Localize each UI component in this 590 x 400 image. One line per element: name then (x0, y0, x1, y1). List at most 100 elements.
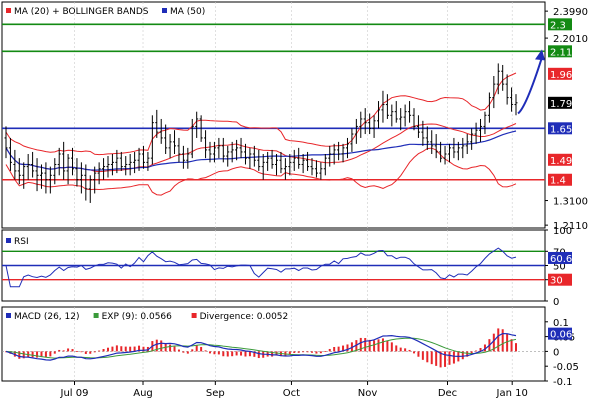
macd-value-tag: 0.06 (550, 330, 572, 341)
ohlc-bar (505, 74, 509, 105)
ohlc-bar (26, 153, 30, 180)
ohlc-bar (345, 137, 349, 159)
macd-histogram-bar (470, 351, 473, 354)
ohlc-bar (44, 162, 48, 194)
ohlc-bar (102, 158, 106, 180)
price-level-tag: 1.4 (550, 176, 566, 187)
macd-histogram-bar (257, 351, 260, 359)
macd-histogram-bar (186, 351, 189, 354)
ohlc-bar (230, 141, 234, 163)
ohlc-bar (350, 128, 354, 152)
macd-histogram-bar (155, 339, 158, 352)
ohlc-bar (212, 141, 216, 163)
ohlc-bar (323, 153, 327, 176)
ohlc-bar (208, 141, 212, 163)
macd-histogram-bar (231, 351, 234, 357)
ohlc-bar (84, 164, 88, 201)
macd-legend-marker (93, 313, 99, 318)
macd-histogram-bar (138, 345, 141, 352)
price-level-tag: 1.65 (550, 124, 572, 135)
macd-legend-label: Divergence: 0.0052 (200, 312, 289, 322)
price-level-tag-box (548, 45, 572, 58)
macd-value-tag-box (548, 327, 572, 340)
ohlc-bar (421, 120, 425, 146)
ohlc-bar (159, 118, 163, 144)
macd-histogram-bar (381, 338, 384, 352)
ohlc-bar (62, 141, 66, 180)
ohlc-bar (288, 153, 292, 176)
price-legend-label: MA (50) (170, 7, 205, 17)
ohlc-bar (4, 126, 8, 159)
price-legend-marker (162, 8, 167, 13)
ohlc-bar (283, 158, 287, 180)
macd-histogram-bar (386, 340, 389, 352)
ohlc-bar (328, 145, 332, 167)
x-tick-label: Oct (283, 388, 300, 399)
macd-histogram-bar (395, 345, 398, 352)
macd-histogram-bar (492, 333, 495, 352)
macd-histogram-bar (364, 338, 367, 352)
ohlc-bar (133, 151, 137, 174)
macd-histogram-bar (293, 351, 296, 353)
ohlc-bar (168, 134, 172, 159)
macd-histogram-bar (435, 351, 438, 366)
rsi-line (5, 247, 517, 288)
macd-histogram-bar (36, 351, 39, 358)
macd-histogram-bar (439, 351, 442, 368)
macd-histogram-bar (71, 349, 74, 352)
macd-histogram-bar (244, 351, 247, 357)
macd-legend-label: EXP (9): 0.0566 (102, 312, 173, 322)
ohlc-bar (465, 134, 469, 154)
rsi-y-tick-label: 50 (553, 262, 566, 273)
macd-histogram-bar (18, 351, 21, 359)
macd-histogram-bar (240, 351, 243, 356)
macd-histogram-bar (84, 351, 87, 354)
ohlc-bar (319, 162, 323, 180)
ohlc-bar (22, 162, 26, 189)
macd-histogram-bar (302, 351, 305, 353)
macd-histogram-bar (417, 351, 420, 357)
macd-histogram-bar (191, 349, 194, 352)
ohlc-bar (150, 115, 154, 165)
ohlc-bar (97, 162, 101, 185)
macd-panel-frame (1, 306, 546, 382)
macd-histogram-bar (226, 351, 229, 357)
ohlc-bar (53, 158, 57, 185)
macd-histogram-bar (324, 351, 327, 352)
ohlc-bar (93, 166, 97, 194)
ohlc-bar (501, 64, 505, 91)
macd-histogram-bar (452, 351, 455, 364)
price-y-tick-label: 1.2110 (553, 221, 588, 232)
ohlc-bar (474, 122, 478, 144)
ohlc-bar (266, 151, 270, 171)
ohlc-bar (332, 143, 336, 165)
macd-histogram-bar (479, 348, 482, 352)
macd-histogram-bar (448, 351, 451, 365)
ohlc-bar (217, 137, 221, 159)
ohlc-bar (297, 147, 301, 169)
ohlc-bar (439, 141, 443, 163)
ohlc-bar (470, 128, 474, 150)
macd-histogram-bar (75, 351, 78, 352)
ohlc-bar (381, 90, 385, 123)
x-tick-label: Aug (133, 388, 153, 399)
macd-histogram-bar (306, 351, 309, 353)
macd-histogram-bar (408, 349, 411, 352)
ohlc-bar (279, 151, 283, 174)
macd-line (5, 332, 517, 361)
macd-histogram-bar (80, 351, 83, 353)
price-value-tag: 1.4922 (550, 156, 585, 167)
bollinger-upper-line (5, 72, 517, 156)
macd-histogram-bar (93, 351, 96, 353)
ohlc-bar (443, 145, 447, 165)
ohlc-bar (270, 149, 274, 169)
macd-signal-line (5, 337, 517, 359)
price-level-tag: 2.3 (550, 20, 566, 31)
ohlc-bar (71, 147, 75, 176)
price-y-tick-label: 1.3100 (553, 197, 588, 208)
ohlc-bar (13, 149, 17, 180)
macd-histogram-bar (133, 346, 136, 352)
ohlc-bar (119, 151, 123, 171)
macd-legend-marker (191, 313, 197, 318)
